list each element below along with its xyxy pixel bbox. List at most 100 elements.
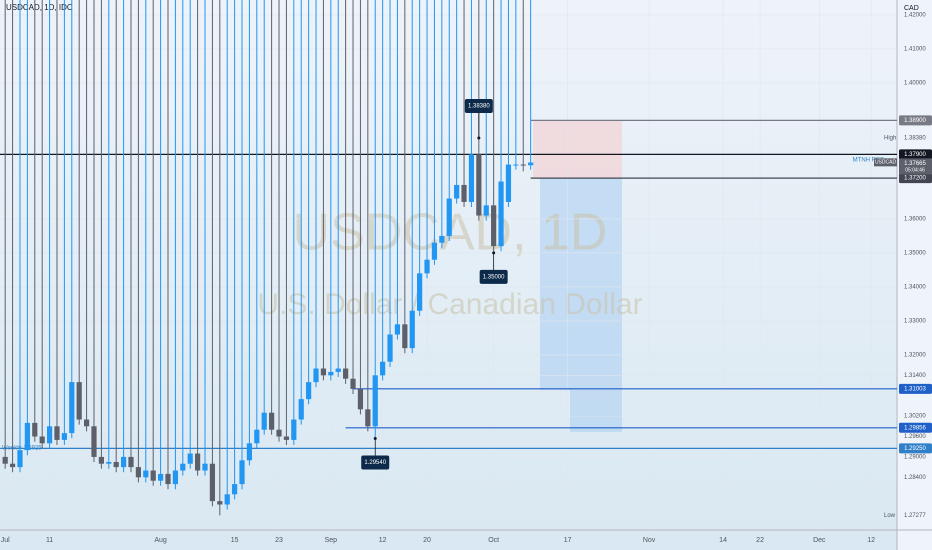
stop-zone <box>533 120 622 178</box>
candle-body <box>120 456 127 468</box>
candle-body <box>402 324 408 349</box>
last-price-tag <box>899 158 932 175</box>
price-tag-label: 1.37900 <box>904 152 926 158</box>
candle-body <box>357 388 364 410</box>
target-zone <box>570 390 622 432</box>
candle-body <box>195 453 201 471</box>
y-tick-label: 1.40000 <box>904 81 926 87</box>
watermark-subtitle: U.S. Dollar / Canadian Dollar <box>257 288 642 321</box>
price-tag-label: 1.31003 <box>904 386 926 392</box>
candle-body <box>254 429 260 444</box>
countdown: 05:04:46 <box>905 168 925 174</box>
candle-body <box>143 470 149 478</box>
candle-body <box>328 371 334 376</box>
candle-body <box>2 456 8 464</box>
candle-body <box>217 501 223 505</box>
candle-body <box>483 205 489 216</box>
candle-body <box>417 273 423 311</box>
y-tick-label: 1.41000 <box>904 47 926 53</box>
candle-body <box>343 368 349 379</box>
low-value: 1.27277 <box>904 513 926 519</box>
candle-body <box>32 422 38 437</box>
candle-body <box>291 419 297 440</box>
y-tick-label: 1.30200 <box>904 414 926 420</box>
price-tag <box>899 115 932 126</box>
x-tick-label: 20 <box>423 537 431 544</box>
candle-body <box>172 470 179 485</box>
y-tick-label: 1.31400 <box>904 373 926 379</box>
currency: CAD <box>904 5 919 12</box>
candle-body <box>505 164 512 202</box>
price-tag-label: 1.29856 <box>904 425 926 431</box>
x-tick-label: Jul <box>1 537 10 544</box>
candle-body <box>187 453 193 464</box>
x-tick-label: Dec <box>813 537 826 544</box>
candle-body <box>232 484 238 495</box>
candle-body <box>202 463 208 471</box>
price-tag-label: 1.38900 <box>904 118 926 124</box>
candle-body <box>239 460 245 485</box>
x-tick-label: 15 <box>231 537 239 544</box>
candle-body <box>431 242 438 260</box>
candle-body <box>380 361 386 376</box>
candle-body <box>98 456 104 464</box>
candle-body <box>113 462 119 468</box>
candle-body <box>365 409 371 427</box>
x-tick-label: 14 <box>719 537 727 544</box>
candle-body <box>54 426 60 440</box>
price-tag <box>899 383 932 394</box>
price-tag-label: 1.29250 <box>904 446 926 452</box>
last-price: 1.37665 <box>904 161 926 167</box>
candle-body <box>69 382 75 434</box>
y-tick-label: 1.32000 <box>904 352 926 358</box>
callout-label: 1.29540 <box>364 460 386 466</box>
price-axis-panel <box>897 0 932 550</box>
callout-box <box>464 99 493 114</box>
candle-body <box>387 334 393 362</box>
candle-body <box>180 463 186 471</box>
x-tick-label: 23 <box>275 537 283 544</box>
candle-body <box>269 412 275 430</box>
x-tick-label: 22 <box>756 537 764 544</box>
callout-dot <box>373 437 377 441</box>
x-tick-label: Oct <box>488 537 499 544</box>
callout-dot <box>477 136 481 140</box>
candle-body <box>39 436 45 444</box>
x-tick-label: Aug <box>154 537 167 544</box>
x-tick-label: Sep <box>325 537 338 544</box>
candle-body <box>150 470 156 481</box>
symbol-tag <box>874 158 897 167</box>
candle-body <box>513 164 519 166</box>
candle-body <box>83 419 90 427</box>
low-label: Low <box>884 513 896 519</box>
candle-body <box>17 450 23 468</box>
price-tag <box>899 173 932 184</box>
candle-body <box>9 463 16 468</box>
price-tag <box>899 443 932 454</box>
candle-body <box>350 378 356 389</box>
callout-dot <box>492 251 496 255</box>
y-tick-label: 1.42000 <box>904 13 926 19</box>
candle-body <box>439 235 445 243</box>
candle-body <box>283 436 290 440</box>
x-tick-label: Nov <box>643 537 656 544</box>
chart-title: USDCAD, 1D, IDC <box>6 3 73 12</box>
price-tag <box>899 422 932 433</box>
callout-box <box>479 269 508 284</box>
y-tick-label: 1.29000 <box>904 454 926 460</box>
candle-body <box>76 382 82 420</box>
annotation: MTNH RES <box>853 158 884 164</box>
symbol-label: USDCAD <box>875 160 897 166</box>
candle-body <box>306 382 312 400</box>
x-tick-label: 17 <box>564 537 572 544</box>
y-tick-label: 1.29600 <box>904 434 926 440</box>
candle-body <box>320 368 327 376</box>
x-tick-label: 12 <box>379 537 387 544</box>
candle-body <box>468 154 475 202</box>
y-tick-label: 1.33000 <box>904 319 926 325</box>
candle-body <box>520 164 526 166</box>
candle-body <box>409 310 415 349</box>
y-tick-label: 1.34000 <box>904 285 926 291</box>
high-label: High <box>884 136 896 142</box>
